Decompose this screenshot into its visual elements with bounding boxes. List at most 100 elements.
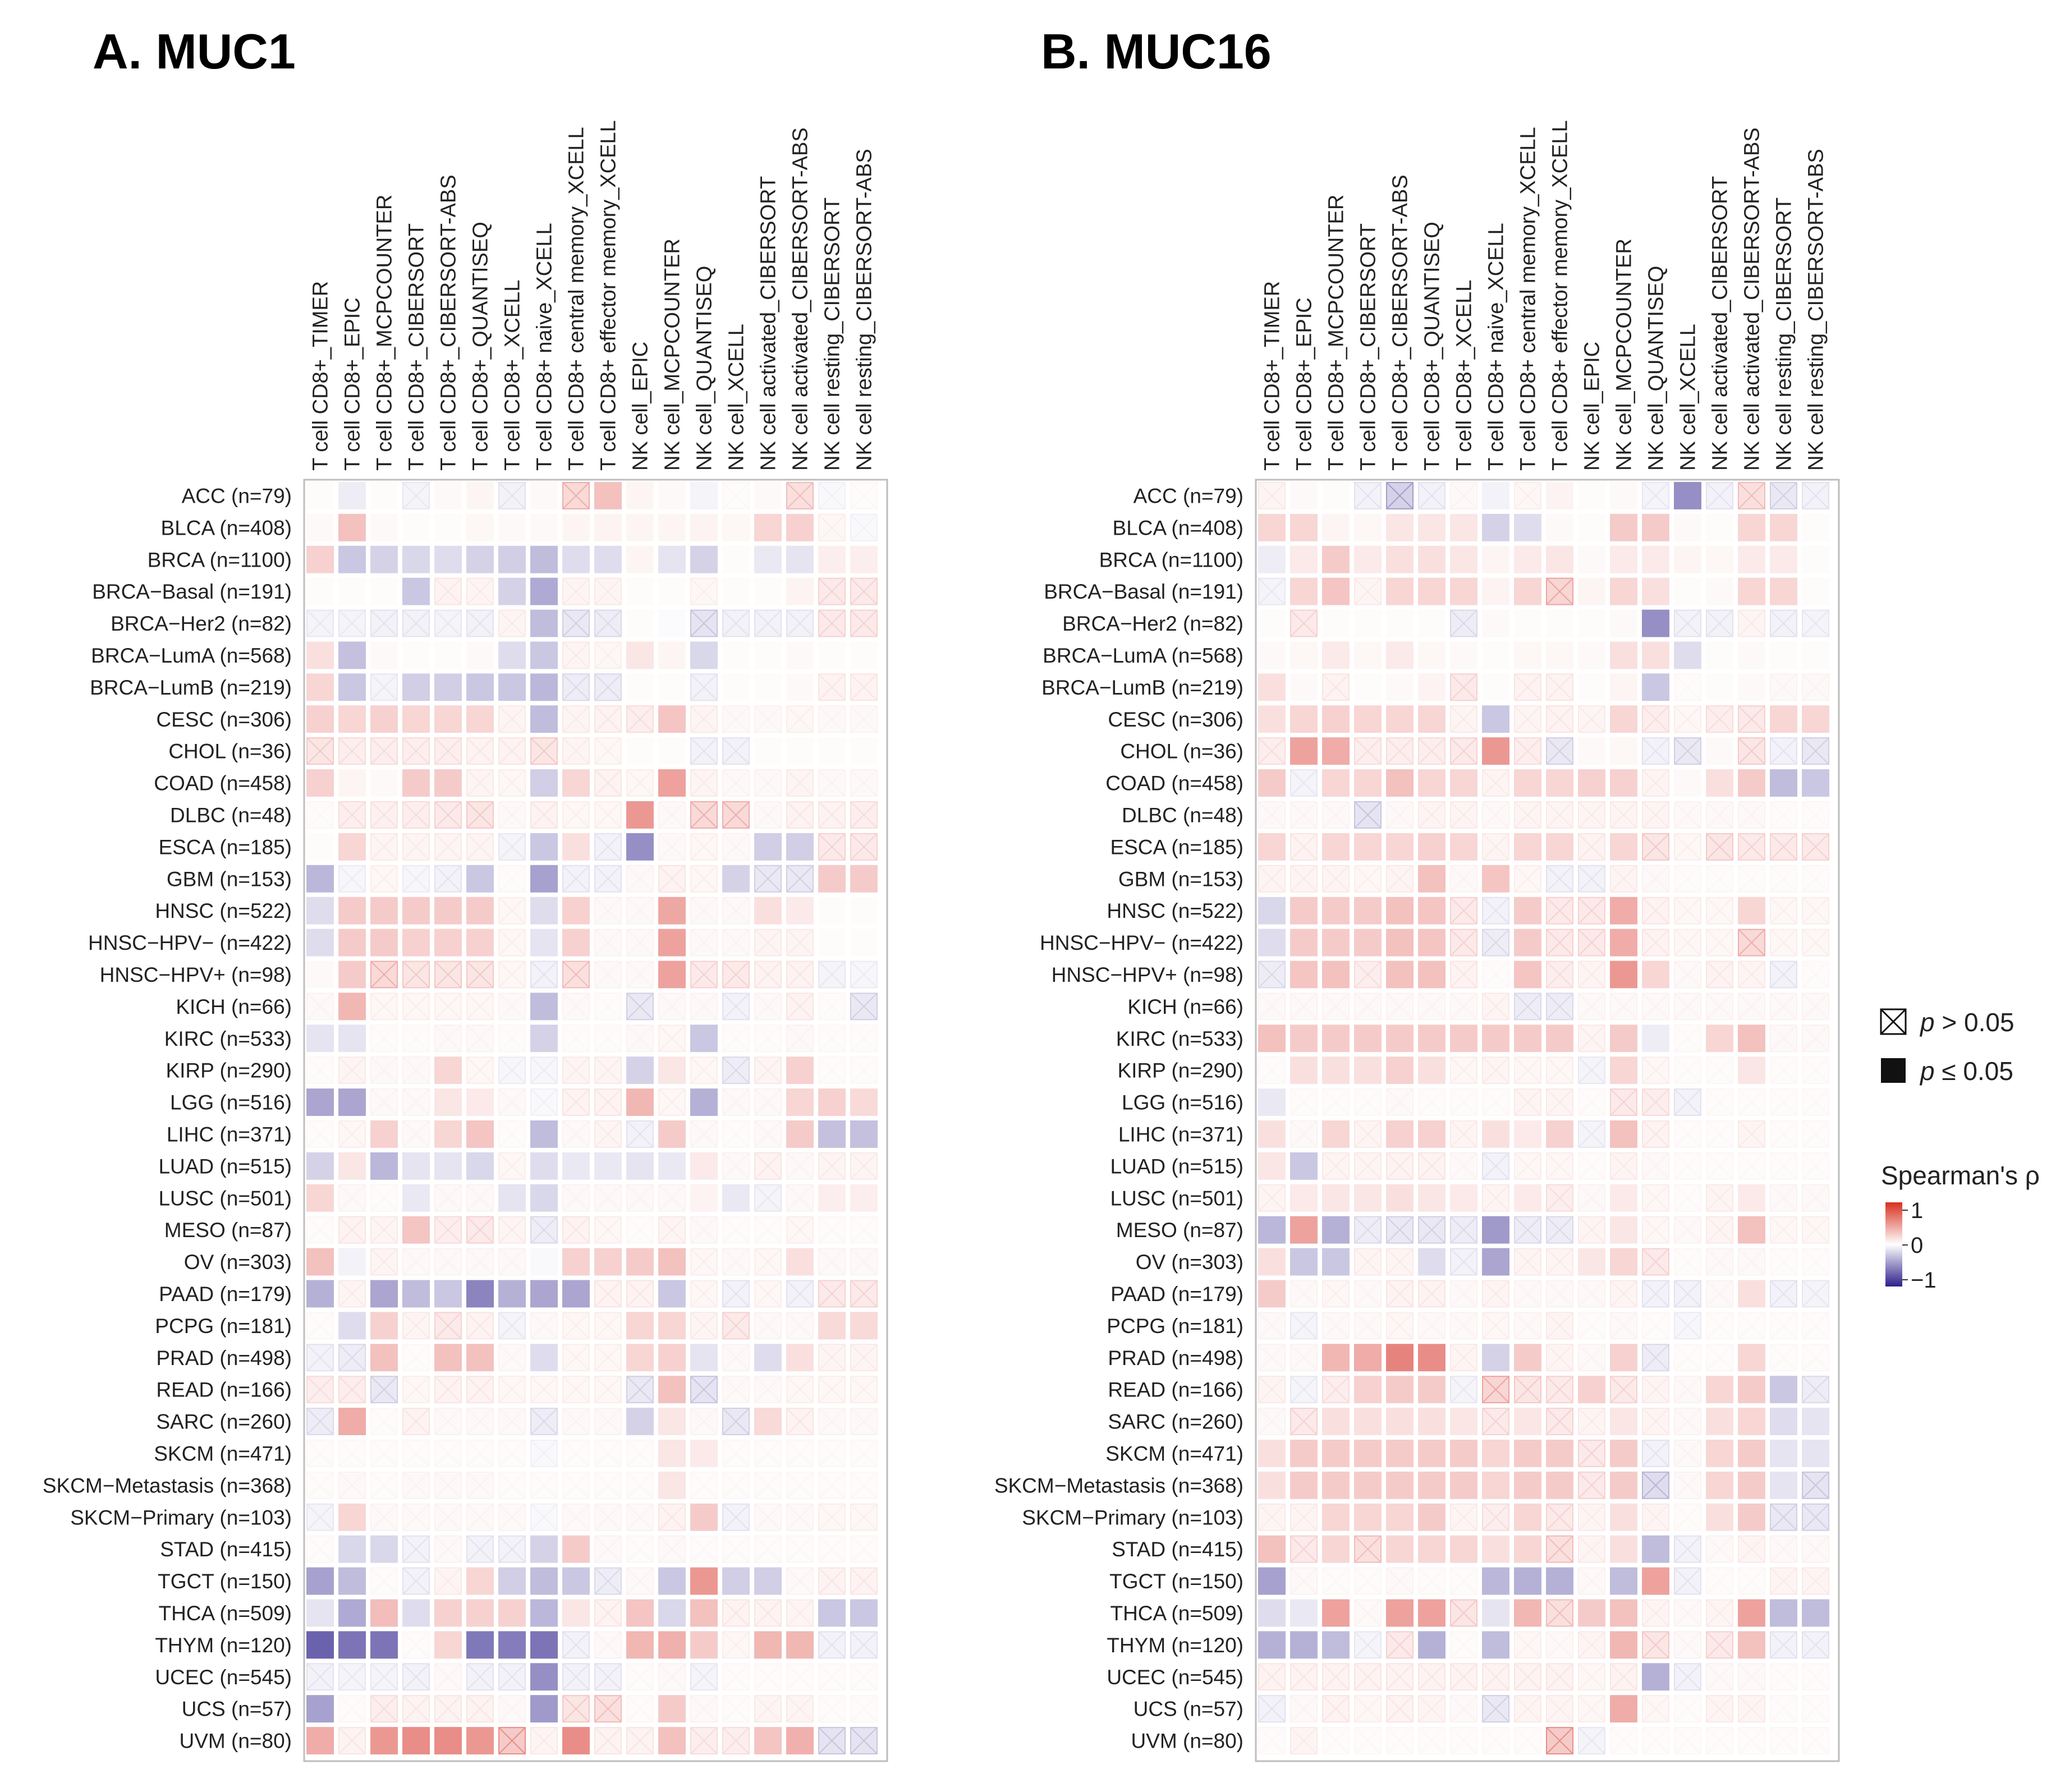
heatmap-cell — [1642, 865, 1669, 893]
heatmap-cell-fill — [434, 1280, 462, 1308]
heatmap-cell — [722, 1599, 750, 1627]
ns-cross-box — [594, 1024, 622, 1053]
ns-cross-box — [338, 1344, 366, 1372]
heatmap-cell — [1418, 545, 1446, 573]
ns-cross-box — [1770, 1248, 1797, 1276]
ns-cross-box — [594, 1056, 622, 1085]
heatmap-cell — [1738, 1056, 1765, 1085]
ns-cross-box — [1482, 1184, 1509, 1212]
column-label: T cell CD8+_CIBERSORT — [405, 223, 429, 471]
ns-cross-box — [562, 1024, 590, 1053]
heatmap-cell — [818, 513, 846, 541]
heatmap-cell-fill — [1770, 1408, 1797, 1435]
heatmap-cell-fill — [466, 1344, 494, 1372]
ns-cross-box — [498, 1727, 526, 1755]
heatmap-cell-fill — [754, 1408, 782, 1435]
heatmap-cell — [498, 1599, 526, 1627]
ns-cross-line — [370, 801, 398, 829]
ns-cross-box — [690, 737, 718, 765]
heatmap-cell — [1290, 1024, 1318, 1053]
heatmap-cell — [754, 1376, 782, 1404]
ns-cross-line — [1578, 1440, 1605, 1467]
ns-cross-line — [402, 1408, 430, 1435]
heatmap-cell — [850, 1088, 878, 1116]
heatmap-cell — [1258, 1216, 1286, 1244]
heatmap-cell — [1642, 609, 1669, 637]
heatmap-cell — [466, 1376, 494, 1404]
heatmap-cell — [498, 641, 526, 669]
heatmap-cell — [498, 1152, 526, 1180]
ns-cross-box — [1706, 1280, 1733, 1308]
ns-cross-line — [498, 929, 526, 957]
ns-cross-line — [338, 609, 366, 637]
heatmap-cell — [1770, 1312, 1797, 1340]
heatmap-cell — [1258, 1184, 1286, 1212]
ns-cross-line — [434, 1440, 462, 1467]
ns-cross-box — [530, 961, 558, 989]
ns-cross-line — [850, 1408, 878, 1435]
heatmap-cell — [434, 993, 462, 1021]
ns-cross-line — [1418, 1152, 1446, 1180]
ns-cross-line — [690, 577, 718, 605]
ns-cross-line — [594, 609, 622, 637]
heatmap-cell-fill — [530, 865, 558, 893]
heatmap-cell — [1418, 577, 1446, 605]
heatmap-cell-fill — [1642, 673, 1669, 701]
heatmap-cell — [306, 1280, 334, 1308]
ns-cross-box — [1674, 833, 1701, 861]
heatmap-cell — [1770, 961, 1797, 989]
row-label: STAD (n=415) — [1112, 1538, 1243, 1561]
heatmap-cell — [338, 545, 366, 573]
ns-cross-line — [690, 1408, 718, 1435]
ns-cross-line — [850, 514, 878, 541]
heatmap-cell-fill — [338, 1248, 366, 1276]
heatmap-cell — [1610, 1280, 1637, 1308]
heatmap-cell — [1802, 609, 1829, 637]
ns-cross-box — [1546, 993, 1573, 1021]
heatmap-cell-fill — [754, 545, 782, 573]
heatmap-cell — [1802, 641, 1829, 669]
ns-cross-line — [850, 1472, 878, 1499]
ns-cross-box — [1610, 1152, 1637, 1180]
heatmap-cell — [626, 737, 654, 765]
ns-cross-box — [434, 1503, 462, 1531]
ns-cross-line — [626, 1535, 654, 1563]
ns-cross-box — [434, 1408, 462, 1436]
ns-cross-box — [1418, 1280, 1446, 1308]
ns-cross-line — [562, 1504, 590, 1531]
heatmap-cell — [1258, 1152, 1286, 1180]
heatmap-cell — [754, 1599, 782, 1627]
heatmap-cell — [658, 1056, 686, 1085]
ns-cross-box — [1514, 1152, 1541, 1180]
heatmap-cell — [1578, 705, 1605, 733]
ns-cross-line — [402, 961, 430, 989]
ns-cross-line — [1514, 1088, 1541, 1116]
heatmap-cell — [658, 577, 686, 605]
heatmap-cell — [1610, 1312, 1637, 1340]
heatmap-cell — [530, 1727, 558, 1755]
heatmap-cell-fill — [402, 513, 430, 541]
heatmap-cell-fill — [1322, 513, 1350, 541]
heatmap-cell — [1354, 1440, 1382, 1467]
ns-cross-box — [1578, 1503, 1605, 1531]
ns-cross-box — [1482, 1088, 1509, 1116]
heatmap-cell-fill — [850, 865, 878, 893]
heatmap-cell-fill — [402, 1727, 430, 1754]
heatmap-cell-fill — [402, 769, 430, 797]
ns-cross-box — [754, 1088, 782, 1116]
ns-cross-line — [338, 1184, 366, 1212]
ns-cross-box — [1802, 737, 1829, 765]
heatmap-cell — [1738, 929, 1765, 957]
heatmap-cell — [1802, 1376, 1829, 1404]
row-label: UCEC (n=545) — [1107, 1666, 1243, 1689]
heatmap-cell — [1802, 833, 1829, 861]
heatmap-cell — [754, 1567, 782, 1595]
heatmap-cell — [754, 1471, 782, 1499]
heatmap-cell — [1418, 641, 1446, 669]
ns-cross-line — [1642, 737, 1669, 765]
heatmap-cell — [722, 609, 750, 637]
ns-cross-box — [722, 1344, 750, 1372]
heatmap-cell-fill — [402, 1599, 430, 1627]
heatmap-cell — [1514, 705, 1541, 733]
ns-cross-box — [402, 1631, 430, 1659]
